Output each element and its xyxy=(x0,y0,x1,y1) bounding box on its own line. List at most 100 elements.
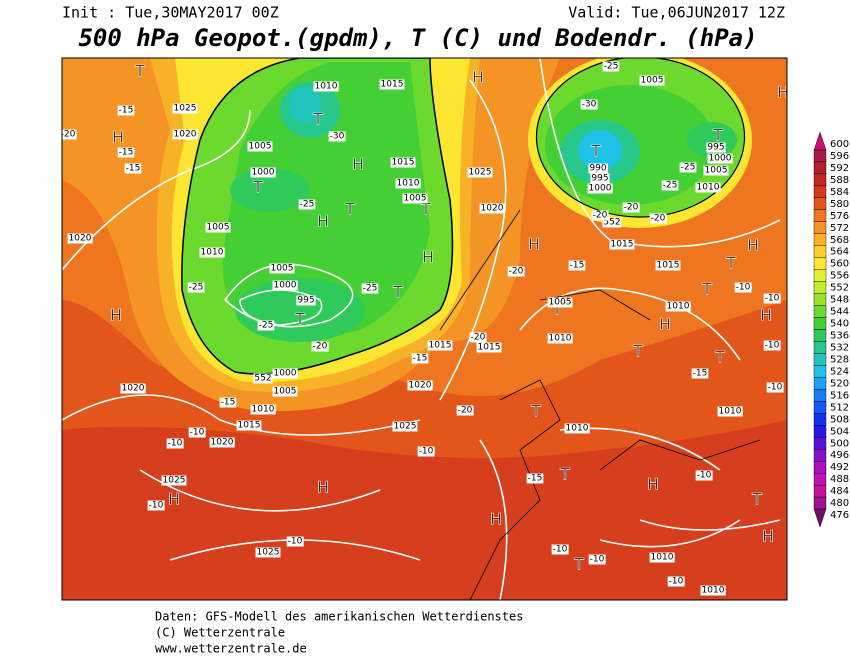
label-background xyxy=(469,332,487,343)
high-marker: H xyxy=(112,128,124,147)
colorbar-cell xyxy=(813,317,827,330)
isobar-label: 1010 xyxy=(667,302,690,312)
isobar-label: 1010 xyxy=(201,248,224,258)
temperature-label: -10 xyxy=(765,294,780,304)
colorbar-cell xyxy=(813,449,827,462)
label-background xyxy=(209,437,235,448)
colorbar-cell xyxy=(813,269,827,282)
isobar-label: 1005 xyxy=(274,387,297,397)
label-background xyxy=(763,340,781,351)
label-background xyxy=(602,217,622,228)
isobar-label: 1010 xyxy=(702,586,725,596)
label-background xyxy=(247,141,273,152)
footer-copyright: (C) Wetterzentrale xyxy=(155,626,285,640)
low-marker: T xyxy=(701,280,712,299)
colorbar-label: 560 xyxy=(830,259,849,270)
isobar-label: 990 xyxy=(589,164,606,174)
label-background xyxy=(588,163,608,174)
temperature-label: -10 xyxy=(419,447,434,457)
label-background xyxy=(661,180,679,191)
isobar-label: 1025 xyxy=(163,476,186,486)
low-marker: T xyxy=(420,200,431,219)
temperature-label: -10 xyxy=(190,428,205,438)
colorbar-label: 488 xyxy=(830,474,849,485)
low-marker: T xyxy=(632,342,643,361)
colorbar-cell xyxy=(813,341,827,354)
colorbar-cell xyxy=(813,221,827,234)
label-background xyxy=(188,427,206,438)
isobar-label: 1015 xyxy=(238,421,261,431)
label-background xyxy=(665,301,691,312)
label-background xyxy=(172,103,198,114)
label-background xyxy=(679,162,697,173)
high-marker: H xyxy=(472,68,484,87)
label-background xyxy=(161,475,187,486)
isobar-label: 1025 xyxy=(394,422,417,432)
label-background xyxy=(219,397,237,408)
label-background xyxy=(286,536,304,547)
low-marker: T xyxy=(530,402,541,421)
colorbar-label: 556 xyxy=(830,271,849,282)
high-marker: H xyxy=(317,478,329,497)
isobar-label: 995 xyxy=(297,296,314,306)
temperature-label: -20 xyxy=(509,267,524,277)
colorbar: 6005965925885845805765725685645605565525… xyxy=(813,131,849,528)
colorbar-cell xyxy=(813,472,827,486)
colorbar-cell xyxy=(813,173,827,187)
label-background xyxy=(564,423,590,434)
colorbar-cell xyxy=(813,389,827,402)
label-background xyxy=(199,247,225,258)
low-marker: T xyxy=(344,200,355,219)
label-background xyxy=(62,129,77,140)
temperature-label: -10 xyxy=(553,545,568,555)
low-marker: T xyxy=(712,126,723,145)
temperature-label: -10 xyxy=(590,555,605,565)
isobar-label: 1010 xyxy=(397,179,420,189)
label-background xyxy=(568,260,586,271)
label-background xyxy=(667,576,685,587)
colorbar-label: 588 xyxy=(830,175,849,186)
colorbar-label: 592 xyxy=(830,163,849,174)
colorbar-label: 532 xyxy=(830,342,849,353)
label-background xyxy=(707,153,733,164)
label-background xyxy=(296,295,316,306)
label-background xyxy=(547,333,573,344)
colorbar-label: 516 xyxy=(830,390,849,401)
colorbar-cell xyxy=(813,329,827,342)
temperature-label: -10 xyxy=(768,383,783,393)
label-background xyxy=(456,405,474,416)
temperature-label: -20 xyxy=(61,130,76,140)
high-marker: H xyxy=(528,235,540,254)
isobar-label: 1005 xyxy=(271,264,294,274)
colorbar-label: 480 xyxy=(830,498,849,509)
isobar-label: 1015 xyxy=(429,341,452,351)
temperature-label: -20 xyxy=(593,211,608,221)
colorbar-cell xyxy=(813,197,827,211)
isobar-label: 1020 xyxy=(174,130,197,140)
isobar-label: 1020 xyxy=(481,204,504,214)
label-background xyxy=(507,266,525,277)
temperature-label: -10 xyxy=(149,501,164,511)
colorbar-cell xyxy=(813,508,827,528)
isobar-label: 552 xyxy=(254,374,271,384)
label-background xyxy=(250,167,276,178)
label-background xyxy=(639,75,665,86)
label-background xyxy=(526,473,544,484)
temperature-label: -10 xyxy=(697,471,712,481)
isobar-label: 1025 xyxy=(174,104,197,114)
label-background xyxy=(649,552,675,563)
colorbar-label: 524 xyxy=(830,366,849,377)
colorbar-cell xyxy=(813,209,827,223)
temperature-label: -25 xyxy=(681,163,696,173)
colorbar-label: 500 xyxy=(830,438,849,449)
label-background xyxy=(120,383,146,394)
isobar-label: 995 xyxy=(707,143,724,153)
temperature-label: -15 xyxy=(126,164,141,174)
temperature-label: -20 xyxy=(313,342,328,352)
colorbar-label: 536 xyxy=(830,331,849,342)
isobar-label: 1010 xyxy=(315,82,338,92)
label-background xyxy=(124,163,142,174)
footer-url: www.wetterzentrale.de xyxy=(155,642,307,656)
low-marker: T xyxy=(312,110,323,129)
